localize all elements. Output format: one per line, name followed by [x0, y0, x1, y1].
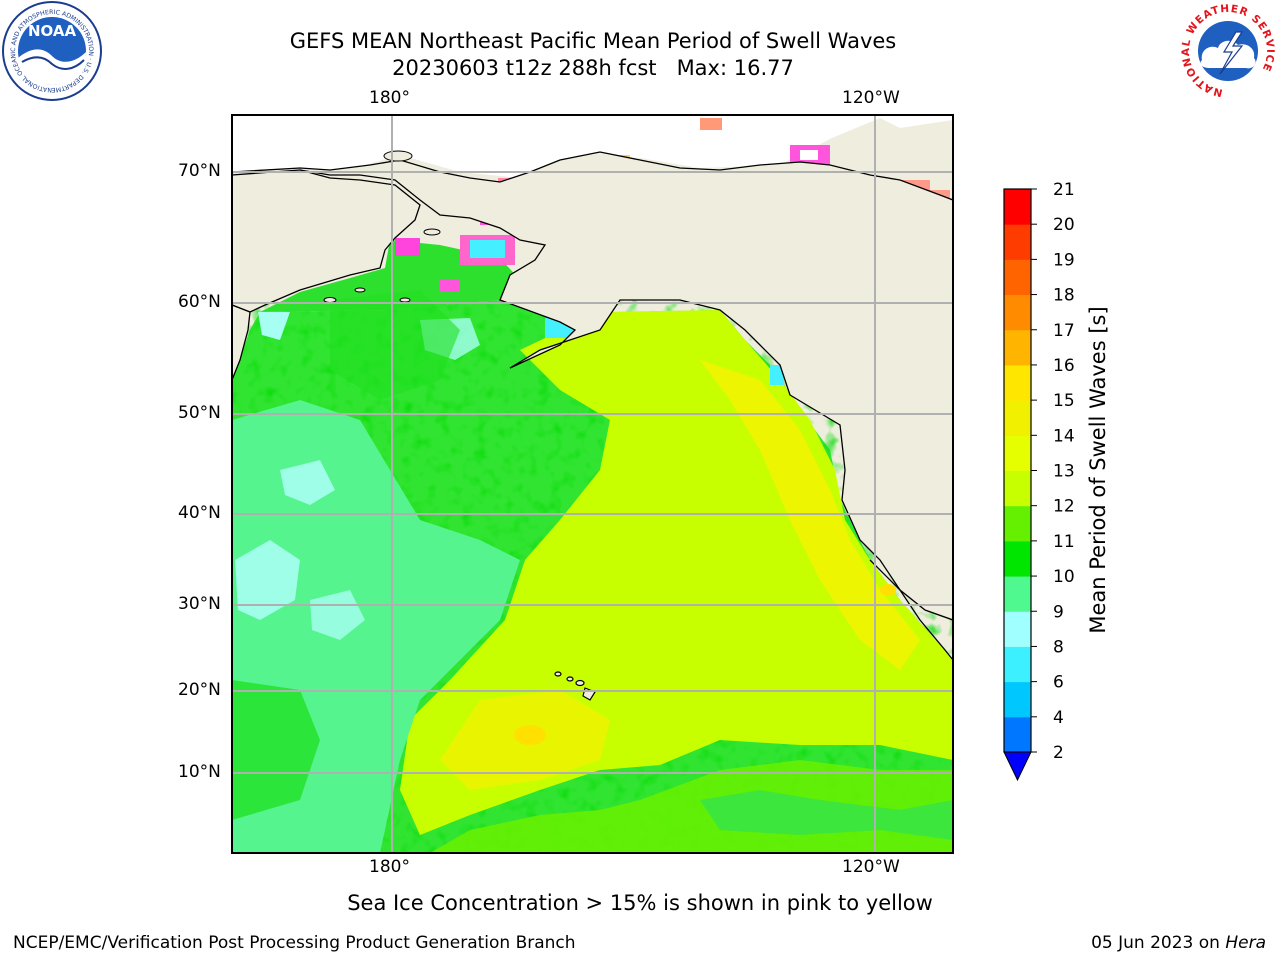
north-america-coast — [232, 115, 953, 621]
map-field — [232, 115, 953, 853]
colorbar-swatch — [1004, 505, 1031, 542]
colorbar-tick-label: 21 — [1053, 180, 1075, 200]
colorbar-swatch — [1004, 189, 1031, 225]
siberia-coast — [232, 169, 421, 313]
lat-label-50n: 50°N — [178, 403, 221, 423]
noaa-logo: NATIONAL OCEANIC AND ATMOSPHERIC ADMINIS… — [0, 0, 102, 101]
nws-logo: NATIONAL WEATHER SERVICE — [1179, 2, 1277, 100]
colorbar-tick-label: 12 — [1053, 497, 1075, 517]
map-title: GEFS MEAN Northeast Pacific Mean Period … — [289, 29, 897, 53]
footer-host: Hera — [1225, 933, 1266, 953]
colorbar-under-triangle — [1003, 751, 1032, 782]
footer-date: 05 Jun 2023 on Hera — [1091, 933, 1266, 953]
colorbar-swatch — [1004, 259, 1031, 296]
colorbar-swatch — [1004, 400, 1031, 436]
map-subtitle: 20230603 t12z 288h fcst Max: 16.77 — [392, 56, 794, 80]
colorbar-tick-label: 2 — [1053, 743, 1064, 763]
colorbar-swatch — [1004, 716, 1031, 753]
footer-credit: NCEP/EMC/Verification Post Processing Pr… — [13, 933, 576, 953]
colorbar-swatch — [1004, 470, 1031, 507]
colorbar-swatch — [1004, 294, 1031, 331]
map-frame — [231, 114, 954, 854]
sea-ice-caption: Sea Ice Concentration > 15% is shown in … — [347, 891, 933, 915]
colorbar-tick-label: 19 — [1053, 250, 1075, 270]
footer-date-text: 05 Jun 2023 on — [1091, 933, 1226, 953]
colorbar-tick-label: 14 — [1053, 426, 1075, 446]
colorbar-tick-label: 10 — [1053, 567, 1075, 587]
colorbar-tick-label: 11 — [1053, 532, 1075, 552]
colorbar-tick-label: 20 — [1053, 215, 1075, 235]
colorbar-swatch — [1004, 611, 1031, 647]
colorbar-tick-label: 13 — [1053, 462, 1075, 482]
colorbar-swatch — [1004, 435, 1031, 471]
colorbar-swatch — [1004, 576, 1031, 612]
colorbar-swatch — [1004, 646, 1031, 683]
colorbar-tick-label: 15 — [1053, 391, 1075, 411]
colorbar-tick-label: 4 — [1053, 708, 1064, 728]
colorbar-tick-label: 8 — [1053, 637, 1064, 657]
lon-label-top-120w: 120°W — [842, 88, 900, 108]
lat-label-40n: 40°N — [178, 503, 221, 523]
lat-label-20n: 20°N — [178, 680, 221, 700]
colorbar-tick-label: 16 — [1053, 356, 1075, 376]
aleutian-islands — [323, 287, 411, 303]
colorbar-label: Mean Period of Swell Waves [s] — [1086, 306, 1110, 634]
lon-label-top-180: 180° — [369, 88, 410, 108]
colorbar-swatch — [1004, 681, 1031, 718]
colorbar-swatch — [1004, 540, 1031, 577]
colorbar-tick-label: 9 — [1053, 602, 1064, 622]
graticule — [232, 115, 953, 853]
lat-label-60n: 60°N — [178, 292, 221, 312]
colorbar-swatch — [1004, 224, 1031, 260]
lat-label-70n: 70°N — [178, 161, 221, 181]
colorbar-tick-label: 17 — [1053, 321, 1075, 341]
colorbar-swatch — [1004, 329, 1031, 366]
colorbar-tick-label: 6 — [1053, 673, 1064, 693]
lat-label-10n: 10°N — [178, 762, 221, 782]
noaa-text: NOAA — [28, 22, 77, 40]
colorbar-swatch — [1004, 364, 1031, 401]
lon-label-bottom-180: 180° — [369, 857, 410, 877]
colorbar-tick-label: 18 — [1053, 286, 1075, 306]
lon-label-bottom-120w: 120°W — [842, 857, 900, 877]
colorbar: 2 4 6 8 9 10 11 12 13 14 15 16 17 18 19 20 21 — [1003, 180, 1075, 782]
lat-label-30n: 30°N — [178, 594, 221, 614]
